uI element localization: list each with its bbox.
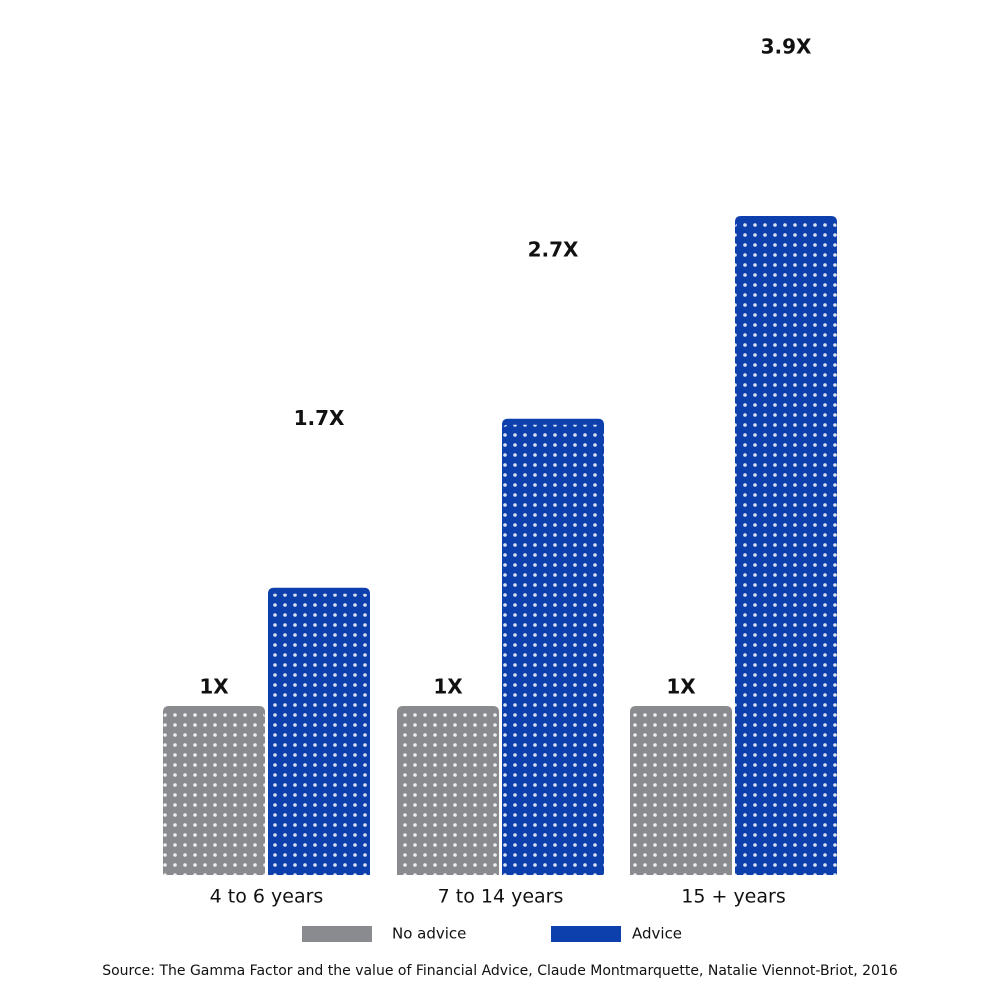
legend-label: Advice [632, 925, 682, 943]
value-label: 2.7X [528, 237, 579, 261]
x-tick-label: 4 to 6 years [210, 886, 324, 908]
value-label: 1X [199, 675, 229, 699]
value-label: 1X [666, 675, 696, 699]
bar-texture [268, 593, 370, 875]
legend-swatch [551, 926, 621, 942]
bar-texture [397, 712, 499, 875]
source: Source: The Gamma Factor and the value o… [102, 963, 898, 979]
bar-texture [163, 712, 265, 875]
value-label: 1X [433, 675, 463, 699]
legend-label: No advice [392, 925, 466, 943]
value-label: 3.9X [761, 35, 812, 59]
x-tick-label: 7 to 14 years [438, 886, 564, 908]
bar-texture [630, 712, 732, 875]
x-tick-label: 15 + years [681, 886, 785, 908]
bar-texture [502, 424, 604, 875]
bar-texture [735, 222, 837, 875]
legend-swatch [302, 926, 372, 942]
value-label: 1.7X [294, 406, 345, 430]
